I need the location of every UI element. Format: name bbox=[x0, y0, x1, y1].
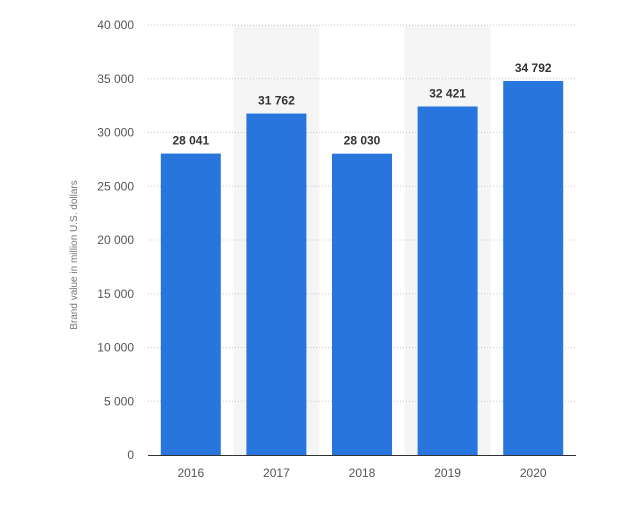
y-axis-title: Brand value in million U.S. dollars bbox=[69, 180, 80, 330]
bars bbox=[160, 80, 564, 456]
y-tick-label: 0 bbox=[127, 448, 134, 462]
x-tick-label-2019: 2019 bbox=[434, 466, 461, 480]
data-label-2019: 32 421 bbox=[429, 86, 466, 100]
bar-2016 bbox=[160, 153, 221, 455]
x-axis-ticks: 2016 2017 2018 2019 2020 bbox=[177, 466, 546, 480]
bar-2019 bbox=[417, 106, 478, 456]
data-label-2016: 28 041 bbox=[172, 134, 209, 148]
y-tick-label: 25 000 bbox=[97, 179, 134, 193]
y-tick-label: 5 000 bbox=[104, 394, 134, 408]
y-tick-label: 35 000 bbox=[97, 72, 134, 86]
x-tick-label-2017: 2017 bbox=[263, 466, 290, 480]
y-tick-label: 20 000 bbox=[97, 233, 134, 247]
y-tick-label: 30 000 bbox=[97, 126, 134, 140]
y-axis-ticks: 0 5 000 10 000 15 000 20 000 25 000 30 000 35 0… bbox=[97, 18, 134, 462]
x-tick-label-2016: 2016 bbox=[177, 466, 204, 480]
y-tick-label: 10 000 bbox=[97, 341, 134, 355]
data-labels: 28 041 31 762 28 030 32 421 34 792 bbox=[172, 61, 551, 148]
bar-2020 bbox=[503, 80, 564, 456]
x-tick-label-2020: 2020 bbox=[520, 466, 547, 480]
y-tick-label: 15 000 bbox=[97, 287, 134, 301]
data-label-2017: 31 762 bbox=[258, 94, 295, 108]
bar-2018 bbox=[332, 153, 392, 456]
data-label-2020: 34 792 bbox=[515, 61, 552, 75]
x-tick-label-2018: 2018 bbox=[349, 466, 376, 480]
y-tick-label: 40 000 bbox=[97, 18, 134, 32]
data-label-2018: 28 030 bbox=[344, 134, 381, 148]
bar-2017 bbox=[246, 113, 307, 455]
